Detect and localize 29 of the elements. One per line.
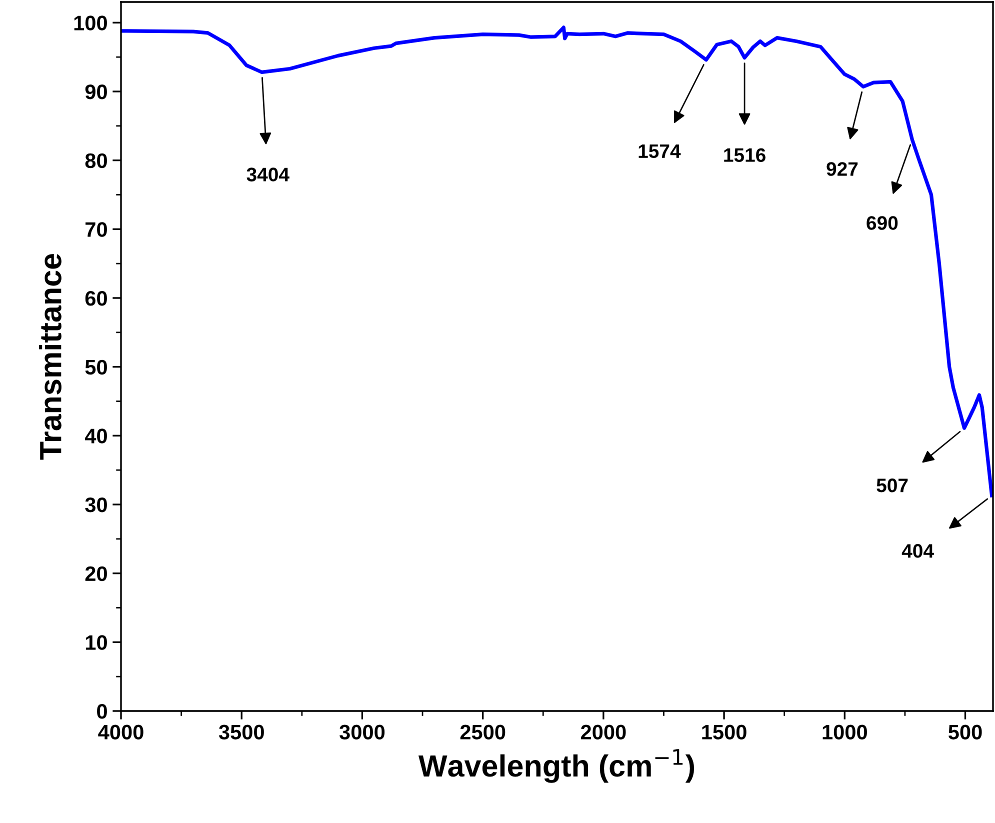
x-tick-label: 1500	[702, 724, 746, 740]
y-tick-label: 60	[85, 290, 107, 306]
y-tick-label: 90	[85, 84, 107, 100]
annotation: 404	[902, 544, 934, 558]
y-tick-label: 20	[85, 566, 107, 582]
y-tick-label: 100	[74, 16, 107, 30]
annotation: 1574	[638, 144, 681, 158]
annotation: 1516	[724, 148, 766, 162]
x-tick-label: 500	[948, 724, 982, 740]
y-tick-label: 80	[85, 153, 107, 168]
x-tick-label: 2500	[460, 724, 506, 740]
y-axis-title: Transmittance	[39, 254, 62, 460]
x-tick-label: 3500	[218, 724, 264, 740]
annotation: 3404	[246, 168, 290, 182]
x-axis-title: Wavelength (cm$^{−1}$)	[418, 749, 694, 783]
y-tick-label: 30	[85, 497, 107, 512]
annotation: 927	[826, 162, 858, 176]
y-tick-label: 10	[86, 635, 107, 650]
y-tick-label: 0	[97, 704, 107, 719]
x-tick-label: 4000	[98, 724, 144, 740]
x-tick-label: 1000	[822, 724, 867, 740]
x-tick-label: 3000	[340, 724, 385, 740]
annotation: 507	[876, 478, 908, 492]
annotation: 690	[866, 216, 898, 230]
y-tick-label: 40	[84, 428, 107, 444]
y-tick-label: 70	[86, 222, 107, 237]
y-tick-label: 50	[85, 360, 107, 375]
line-series	[121, 26, 993, 498]
x-tick-label: 2000	[580, 724, 626, 740]
